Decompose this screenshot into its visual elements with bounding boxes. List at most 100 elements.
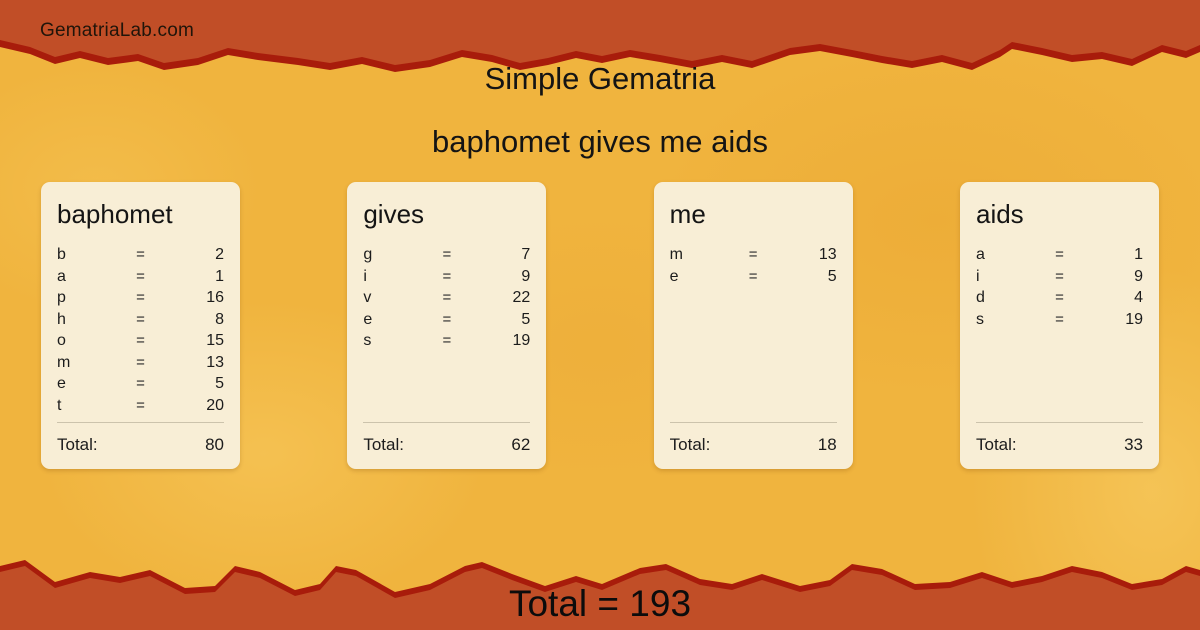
word-title: aids [975,199,1024,229]
letter-value: 1 [215,267,224,285]
word-title: baphomet [57,199,173,229]
equals-sign: = [1055,246,1064,263]
card-total-row: Total: 80 [57,433,224,456]
letter-label: g [363,246,373,263]
letter-row: v = 22 [363,287,530,309]
letter-row: m = 13 [670,244,837,266]
letter-value: 5 [521,310,531,328]
total-value: 80 [205,435,224,454]
word-title: me [669,199,706,229]
equals-sign: = [748,246,758,263]
letter-value: 15 [206,332,224,349]
word-card-gives: gives g = 7 i = 9 v = 22 e = 5 s = 19 Total: 62 [347,182,547,469]
letter-label: e [363,310,373,328]
letter-row: t = 20 [57,395,224,417]
equals-sign: = [136,396,145,414]
equals-sign: = [442,267,452,285]
letter-row: o = 15 [57,330,224,352]
equals-sign: = [136,246,145,263]
letter-value: 20 [206,396,224,414]
letter-label: m [57,353,71,371]
letter-label: a [57,267,66,285]
letter-value: 13 [206,353,224,371]
equals-sign: = [442,310,452,328]
letter-label: i [975,267,980,285]
letter-row: i = 9 [976,266,1143,288]
letter-label: b [57,246,66,263]
total-label: Total: [975,435,1017,454]
letter-value: 22 [512,289,531,306]
letter-rows: g = 7 i = 9 v = 22 e = 5 s = 19 [363,244,530,352]
letter-value: 9 [1134,267,1143,285]
letter-label: a [975,246,985,263]
letter-value: 16 [206,289,224,306]
letter-label: d [975,289,985,306]
letter-value: 9 [521,267,531,285]
card-divider [975,422,1143,423]
letter-rows: b = 2 a = 1 p = 16 h = 8 o = 15 m = 13 e = 5 t = 20 [57,244,224,416]
letter-value: 5 [827,267,837,285]
equals-sign: = [1055,310,1064,328]
word-cards-row: baphomet b = 2 a = 1 p = 16 h = 8 o = 15 m = 13 e = 5 t = 20 To… [41,182,1159,469]
letter-label: m [669,246,683,263]
letter-row: s = 19 [976,309,1143,331]
letter-label: v [363,289,372,306]
letter-row: s = 19 [363,330,530,352]
letter-row: p = 16 [57,287,224,309]
letter-label: i [363,267,367,285]
equals-sign: = [136,375,145,392]
letter-value: 13 [818,246,837,263]
letter-row: i = 9 [363,266,530,288]
letter-label: e [669,267,679,285]
letter-value: 19 [1125,310,1143,328]
card-footer: Total: 62 [363,422,531,456]
page-title: Simple Gematria [484,61,716,96]
letter-row: h = 8 [57,309,224,331]
word-card-me: me m = 13 e = 5 Total: 18 [653,182,853,469]
letter-row: e = 5 [57,373,224,395]
letter-row: m = 13 [57,352,224,374]
equals-sign: = [1055,267,1064,285]
letter-rows: m = 13 e = 5 [670,244,837,287]
word-card-baphomet: baphomet b = 2 a = 1 p = 16 h = 8 o = 15 m = 13 e = 5 t = 20 To… [41,182,240,469]
letter-value: 4 [1134,289,1143,306]
letter-row: e = 5 [670,266,837,288]
word-card-aids: aids a = 1 i = 9 d = 4 s = 19 Total: 33 [959,182,1159,469]
total-label: Total: [669,435,711,454]
letter-label: e [57,375,66,392]
card-footer: Total: 33 [975,422,1143,456]
equals-sign: = [136,267,145,285]
equals-sign: = [136,310,145,328]
card-total-row: Total: 18 [670,433,837,456]
letter-label: p [57,289,66,306]
word-title: gives [363,199,425,229]
card-total-row: Total: 62 [363,433,530,456]
brand-logo-text[interactable]: GematriaLab.com [40,20,195,41]
letter-row: a = 1 [57,266,224,288]
letter-row: a = 1 [976,244,1143,266]
equals-sign: = [136,332,145,349]
total-label: Total: [363,435,404,454]
total-value: 33 [1124,435,1143,454]
grand-total-text: Total = 193 [508,583,692,624]
card-divider [57,422,224,423]
equals-sign: = [136,353,145,371]
card-footer: Total: 80 [57,422,224,456]
letter-row: b = 2 [57,244,224,266]
letter-label: h [57,310,66,328]
letter-value: 8 [215,310,224,328]
card-total-row: Total: 33 [976,433,1143,456]
letter-value: 19 [512,332,531,349]
equals-sign: = [1055,289,1064,306]
letter-row: e = 5 [363,309,530,331]
equals-sign: = [748,267,758,285]
letter-value: 5 [215,375,224,392]
letter-label: s [975,310,984,328]
letter-label: s [363,332,372,349]
equals-sign: = [136,289,145,306]
total-value: 62 [511,435,531,454]
letter-rows: a = 1 i = 9 d = 4 s = 19 [976,244,1143,330]
letter-value: 7 [521,246,531,263]
letter-value: 2 [215,246,224,263]
